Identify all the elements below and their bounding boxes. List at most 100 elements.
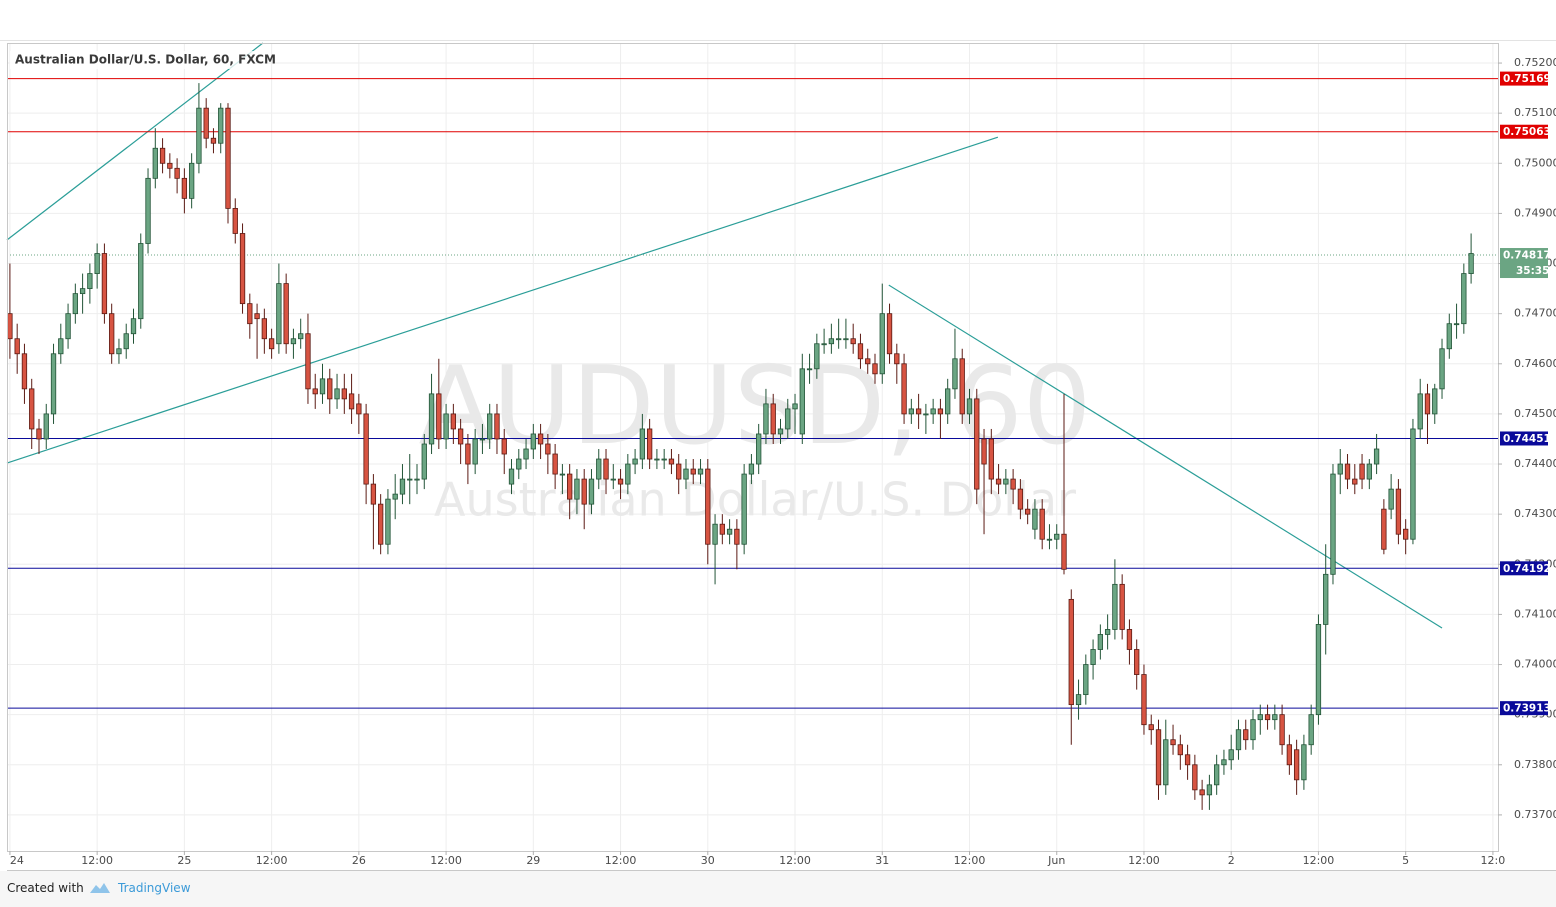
candle-body bbox=[1170, 739, 1176, 746]
candle-body bbox=[319, 378, 326, 395]
level-label: 0.73913 bbox=[1503, 703, 1551, 715]
candle-body bbox=[1388, 488, 1394, 510]
candle-body bbox=[1461, 273, 1467, 325]
candle-body bbox=[654, 458, 660, 461]
candle-body bbox=[567, 473, 573, 500]
candle-body bbox=[407, 478, 413, 481]
candle-body bbox=[196, 107, 202, 164]
candle-body bbox=[1228, 749, 1234, 761]
candle-body bbox=[268, 338, 275, 350]
candle-body bbox=[1424, 393, 1431, 415]
candle-body bbox=[421, 443, 427, 480]
level-label: 0.75063 bbox=[1503, 126, 1551, 138]
candle-body bbox=[995, 478, 1002, 485]
candle-body bbox=[530, 433, 536, 450]
candle-body bbox=[516, 458, 522, 470]
x-tick-label: 31 bbox=[875, 854, 889, 867]
candle-body bbox=[734, 528, 740, 545]
level-label: 0.74451 bbox=[1503, 433, 1551, 445]
chart: AUDUSD, 60 Australian Dollar/U.S. Dollar… bbox=[0, 40, 1556, 871]
x-tick-label: 5 bbox=[1402, 854, 1409, 867]
candle-body bbox=[1046, 538, 1053, 541]
created-with: Created with bbox=[7, 881, 84, 895]
x-tick-label: 12:00 bbox=[605, 854, 637, 867]
candle-body bbox=[1330, 473, 1336, 575]
candle-body bbox=[945, 388, 951, 415]
candle-body bbox=[1141, 674, 1147, 726]
candle-body bbox=[799, 368, 805, 435]
candle-body bbox=[138, 243, 144, 320]
candle-body bbox=[348, 393, 355, 410]
candle-body bbox=[1061, 533, 1067, 570]
level-label: 0.75169 bbox=[1503, 73, 1551, 85]
candle-body bbox=[1257, 714, 1263, 721]
candle-body bbox=[1148, 724, 1154, 731]
candle-body bbox=[545, 443, 551, 455]
x-tick-label: 12:00 bbox=[81, 854, 113, 867]
candle-body bbox=[610, 478, 616, 481]
candle-body bbox=[305, 333, 311, 390]
candle-body bbox=[726, 528, 733, 535]
candle-body bbox=[1039, 508, 1045, 540]
candle-body bbox=[1083, 664, 1089, 696]
candle-body bbox=[414, 478, 420, 481]
candle-body bbox=[886, 313, 893, 355]
candle-body bbox=[872, 363, 878, 375]
candle-body bbox=[123, 333, 129, 350]
candle-body bbox=[94, 253, 100, 274]
trendline bbox=[888, 284, 1443, 629]
title-bg bbox=[10, 51, 254, 69]
candle-body bbox=[1017, 488, 1024, 510]
candle-body bbox=[821, 343, 827, 346]
candle-body bbox=[101, 253, 108, 315]
candle-body bbox=[327, 378, 333, 400]
candle-body bbox=[247, 303, 253, 325]
candle-body bbox=[785, 408, 791, 430]
candle-body bbox=[487, 413, 493, 440]
brand[interactable]: TradingView bbox=[118, 881, 191, 895]
candle-body bbox=[1221, 759, 1227, 766]
candle-body bbox=[283, 283, 289, 345]
candle-body bbox=[1344, 463, 1351, 480]
candle-body bbox=[879, 313, 885, 375]
candle-body bbox=[617, 478, 624, 485]
candle-body bbox=[479, 438, 486, 441]
candle-body bbox=[988, 438, 994, 480]
candle-body bbox=[1032, 508, 1038, 530]
y-tick-label: 0.73800 bbox=[1514, 758, 1556, 771]
candle-body bbox=[835, 338, 842, 341]
trendline bbox=[6, 136, 999, 464]
last-price-bg bbox=[1500, 248, 1548, 279]
candle-body bbox=[298, 333, 304, 340]
candle-body bbox=[1090, 649, 1096, 665]
x-tick-label: 12:00 bbox=[430, 854, 462, 867]
candle-body bbox=[625, 463, 631, 485]
candle-body bbox=[21, 353, 28, 390]
candle-body bbox=[276, 283, 282, 345]
candle-body bbox=[210, 137, 217, 144]
candle-body bbox=[930, 408, 936, 415]
candle-body bbox=[1235, 729, 1242, 751]
candle-body bbox=[181, 177, 188, 199]
candle-body bbox=[392, 493, 398, 500]
y-tick-label: 0.74100 bbox=[1514, 607, 1556, 620]
candle-body bbox=[865, 358, 871, 365]
candle-body bbox=[1250, 719, 1256, 741]
candle-body bbox=[225, 107, 231, 209]
trendline bbox=[6, 42, 264, 241]
candle-body bbox=[385, 498, 391, 545]
candle-body bbox=[116, 348, 122, 355]
candle-body bbox=[1068, 598, 1074, 706]
y-tick-label: 0.74600 bbox=[1514, 357, 1556, 370]
candle-body bbox=[770, 403, 776, 435]
candle-body bbox=[923, 413, 929, 416]
candle-body bbox=[1381, 508, 1387, 550]
candle-body bbox=[806, 368, 813, 371]
candle-body bbox=[109, 313, 115, 355]
candle-body bbox=[843, 338, 849, 341]
brand-logo bbox=[90, 883, 110, 893]
candle-body bbox=[14, 338, 20, 355]
candle-body bbox=[36, 428, 42, 440]
candle-body bbox=[232, 208, 238, 234]
level-label-bg bbox=[1500, 561, 1548, 576]
